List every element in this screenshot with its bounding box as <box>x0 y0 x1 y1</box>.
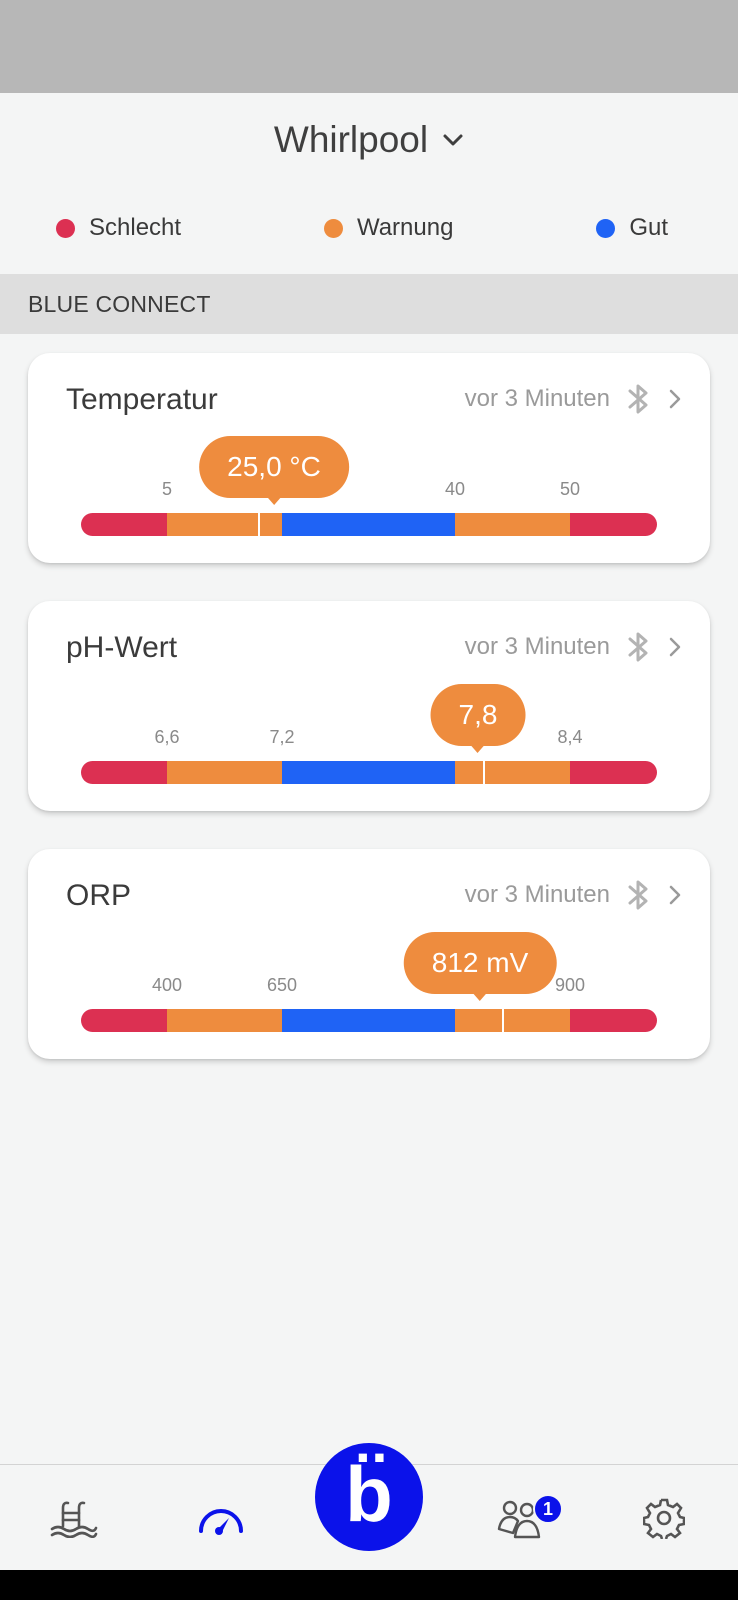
settings-icon <box>643 1498 685 1539</box>
range-segment-warning <box>167 761 282 784</box>
range-segment-bad <box>570 761 657 784</box>
value-bubble: 25,0 °C <box>199 436 349 505</box>
blue-logo-icon: b̈ <box>345 1450 393 1538</box>
range-segment-warning <box>455 761 570 784</box>
legend-label: Gut <box>629 214 668 241</box>
notification-badge: 1 <box>533 1494 563 1524</box>
measurement-card-ph[interactable]: pH-Wert vor 3 Minuten 6,6 7,2 8,4 7,8 <box>28 601 710 811</box>
tick-label: 50 <box>559 479 581 499</box>
range-segment-bad <box>570 1009 657 1032</box>
nav-settings[interactable] <box>614 1465 714 1571</box>
value-marker <box>258 507 260 537</box>
bluetooth-icon <box>628 632 648 662</box>
value-bubble: 7,8 <box>430 684 526 753</box>
card-meta: vor 3 Minuten <box>465 877 682 913</box>
range-segment-warning <box>167 1009 282 1032</box>
range-segment-good <box>282 761 455 784</box>
legend-item-good: Gut <box>596 214 668 242</box>
card-title: ORP <box>66 879 132 912</box>
gauge-icon <box>199 1509 243 1535</box>
bluetooth-icon <box>628 880 648 910</box>
last-updated-text: vor 3 Minuten <box>464 385 610 412</box>
last-updated-text: vor 3 Minuten <box>464 881 610 908</box>
legend-dot <box>323 218 343 238</box>
legend-item-warning: Warnung <box>323 214 454 242</box>
system-nav-bar <box>0 1570 738 1600</box>
status-bar-area <box>0 0 738 93</box>
measurement-card-orp[interactable]: ORP vor 3 Minuten 400 650 900 812 mV <box>28 849 710 1059</box>
range-bar <box>81 1009 657 1032</box>
range-segment-warning <box>455 513 570 536</box>
legend-label: Schlecht <box>89 214 182 241</box>
tick-label: 400 <box>151 975 183 995</box>
chevron-right-icon <box>669 885 681 905</box>
tick-label: 650 <box>266 975 298 995</box>
range-segment-warning <box>167 513 282 536</box>
tick-label: 7,2 <box>269 727 295 747</box>
section-header: BLUE CONNECT <box>0 274 738 334</box>
range-segment-bad <box>570 513 657 536</box>
range-segment-good <box>282 513 455 536</box>
tick-label: 6,6 <box>154 727 180 747</box>
page-title: Whirlpool <box>273 119 429 160</box>
range-segment-bad <box>81 1009 167 1032</box>
card-meta: vor 3 Minuten <box>465 629 682 665</box>
chevron-down-icon <box>443 134 463 146</box>
value-bubble: 812 mV <box>403 932 557 1001</box>
legend-label: Warnung <box>356 214 454 241</box>
blue-connect-button[interactable]: b̈ <box>315 1443 423 1551</box>
value-marker <box>502 1003 504 1033</box>
tick-label: 40 <box>444 479 466 499</box>
range-segment-good <box>282 1009 455 1032</box>
legend-item-bad: Schlecht <box>56 214 181 242</box>
tick-label: 900 <box>554 975 586 995</box>
range-bar <box>81 761 657 784</box>
pool-icon <box>50 1501 98 1538</box>
range-segment-warning <box>455 1009 570 1032</box>
card-title: pH-Wert <box>66 631 178 664</box>
tick-label: 8,4 <box>557 727 583 747</box>
card-title: Temperatur <box>66 383 218 416</box>
card-meta: vor 3 Minuten <box>465 381 682 417</box>
measurement-card-temperature[interactable]: Temperatur vor 3 Minuten 5 40 50 25,0 °C <box>28 353 710 563</box>
legend-dot <box>56 218 75 238</box>
pool-selector[interactable]: Whirlpool <box>0 93 738 187</box>
nav-pool[interactable] <box>24 1465 124 1571</box>
bluetooth-icon <box>628 384 648 414</box>
range-bar <box>81 513 657 536</box>
nav-dashboard[interactable] <box>171 1465 271 1571</box>
legend-dot <box>596 218 616 238</box>
last-updated-text: vor 3 Minuten <box>464 633 610 660</box>
chevron-right-icon <box>669 389 681 409</box>
range-segment-bad <box>81 761 167 784</box>
value-marker <box>483 755 485 785</box>
status-legend: Schlecht Warnung Gut <box>0 200 738 256</box>
range-segment-bad <box>81 513 167 536</box>
tick-label: 5 <box>161 479 172 499</box>
chevron-right-icon <box>669 637 681 657</box>
section-title: BLUE CONNECT <box>28 290 211 317</box>
